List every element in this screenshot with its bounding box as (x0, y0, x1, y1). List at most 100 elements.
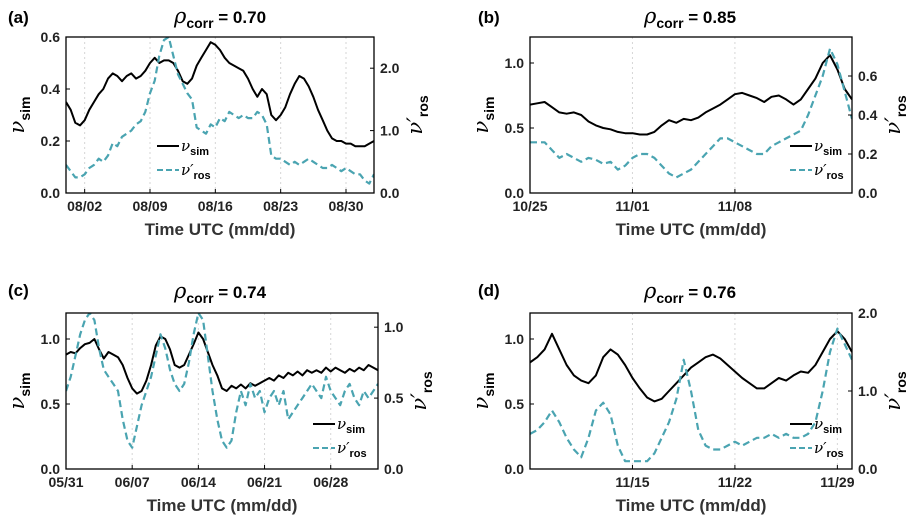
y-right-tick-label: 0.0 (858, 185, 878, 201)
y-right-subscript: ros (415, 95, 431, 117)
title-subscript: corr (656, 290, 684, 306)
x-tick-label: 11/29 (820, 474, 854, 490)
legend-entry: νsim (814, 137, 842, 158)
x-tick-label: 11/22 (718, 474, 752, 490)
x-tick-label: 08/16 (198, 198, 233, 214)
title-subscript: corr (186, 290, 214, 306)
y-left-tick-label: 0.4 (41, 81, 61, 97)
panel-title: ρcorr = 0.74 (173, 279, 267, 306)
y-left-tick-label: 0.2 (41, 133, 61, 149)
y-right-subscript: ros (893, 95, 909, 117)
title-symbol: ρ (643, 4, 657, 28)
y-left-subscript: sim (17, 97, 33, 121)
y-left-tick-label: 1.0 (505, 331, 525, 347)
y-right-tick-label: 1.0 (380, 123, 400, 139)
legend-entry: ν′ros (814, 439, 844, 460)
series-line-nu-ros (66, 313, 378, 449)
y-left-symbol: ν (469, 120, 493, 133)
y-right-subscript: ros (893, 371, 909, 393)
y-right-axis-label: ν′ros (407, 371, 435, 411)
x-axis-label: Time UTC (mm/dd) (145, 220, 296, 239)
x-axis-label: Time UTC (mm/dd) (616, 220, 767, 239)
legend-symbol: ν (181, 137, 190, 155)
y-right-tick-label: 0.2 (858, 146, 878, 162)
x-axis-label: Time UTC (mm/dd) (147, 496, 298, 515)
legend-entry: ν′ros (814, 161, 844, 182)
legend-subscript: sim (190, 146, 209, 158)
x-tick-label: 06/21 (247, 474, 282, 490)
y-left-tick-label: 0.0 (505, 461, 525, 477)
y-right-axis-label: ν′ros (403, 95, 431, 135)
legend-symbol: ν′ (814, 161, 827, 179)
y-left-subscript: sim (481, 373, 497, 397)
panel-title: ρcorr = 0.85 (643, 4, 736, 31)
y-left-axis-label: νsim (5, 97, 33, 134)
y-left-tick-label: 0.0 (41, 185, 61, 201)
y-right-symbol: ν′ (407, 393, 431, 411)
legend-subscript: sim (346, 424, 365, 436)
y-right-tick-label: 2.0 (380, 60, 400, 76)
series-line-nu-sim (66, 331, 378, 395)
chart-panel-d: 11/15 11/22 11/290.00.51.00.01.02.0νsimν′r… (469, 279, 909, 515)
x-tick-label: 08/30 (328, 198, 363, 214)
y-right-tick-label: 0.4 (858, 107, 878, 123)
y-right-axis-label: ν′ros (881, 95, 909, 135)
legend-symbol: ν (337, 415, 346, 433)
x-tick-label: 06/07 (115, 474, 150, 490)
x-tick-label: 05/31 (48, 474, 83, 490)
title-value: = 0.70 (214, 8, 266, 27)
y-right-tick-label: 0.0 (380, 185, 400, 201)
series-line-nu-ros (530, 47, 852, 179)
y-left-symbol: ν (469, 396, 493, 409)
y-left-tick-label: 0.5 (41, 396, 61, 412)
legend: νsim ν′ros (313, 415, 367, 460)
y-left-subscript: sim (481, 97, 497, 121)
title-value: = 0.76 (684, 283, 736, 302)
legend-entry: ν′ros (181, 161, 211, 182)
y-right-tick-label: 0.0 (858, 461, 878, 477)
legend-symbol: ν (814, 415, 823, 433)
y-right-tick-label: 0.5 (384, 390, 404, 406)
panel-title: ρcorr = 0.70 (173, 4, 266, 31)
y-left-tick-label: 0.0 (505, 185, 525, 201)
y-left-tick-label: 0.5 (505, 120, 525, 136)
legend-subscript: sim (823, 146, 842, 158)
x-tick-label: 08/23 (263, 198, 298, 214)
legend-entry: νsim (814, 415, 842, 436)
chart-panel-c: 05/31 06/07 06/14 06/21 06/28 0.0 0.5 1.0 0.0 0.5… (5, 279, 435, 515)
x-tick-label: 06/28 (313, 474, 348, 490)
y-right-symbol: ν′ (403, 117, 427, 135)
title-value: = 0.85 (684, 8, 736, 27)
legend-symbol: ν (814, 137, 823, 155)
legend: νsim ν′ros (157, 137, 211, 182)
series-line-nu-sim (66, 41, 374, 148)
y-left-symbol: ν (5, 396, 29, 409)
y-left-subscript: sim (17, 373, 33, 397)
series-line-nu-ros (66, 37, 374, 185)
title-symbol: ρ (173, 279, 187, 303)
x-tick-label: 11/08 (718, 198, 752, 214)
y-left-tick-label: 0.6 (41, 29, 61, 45)
legend-symbol: ν′ (814, 439, 827, 457)
y-right-tick-label: 2.0 (858, 305, 878, 321)
chart-panel-b: 10/25 11/01 11/080.00.51.00.00.20.40.6νsim… (469, 4, 909, 239)
x-tick-label: 08/02 (67, 198, 102, 214)
x-tick-label: 10/25 (512, 198, 547, 214)
y-left-axis-label: νsim (469, 97, 497, 134)
legend-entry: νsim (181, 137, 209, 158)
y-left-tick-label: 0.5 (505, 396, 525, 412)
title-value: = 0.74 (214, 283, 267, 302)
panel-title: ρcorr = 0.76 (643, 279, 736, 306)
legend-subscript: ros (827, 170, 844, 182)
legend-subscript: sim (823, 424, 842, 436)
legend-symbol: ν′ (337, 439, 350, 457)
legend: νsim ν′ros (790, 415, 844, 460)
x-tick-label: 06/14 (181, 474, 216, 490)
legend-entry: ν′ros (337, 439, 367, 460)
title-subscript: corr (656, 15, 684, 31)
legend-subscript: ros (350, 448, 367, 460)
plot-frame (65, 312, 379, 470)
y-left-axis-label: νsim (469, 373, 497, 410)
y-left-symbol: ν (5, 120, 29, 133)
